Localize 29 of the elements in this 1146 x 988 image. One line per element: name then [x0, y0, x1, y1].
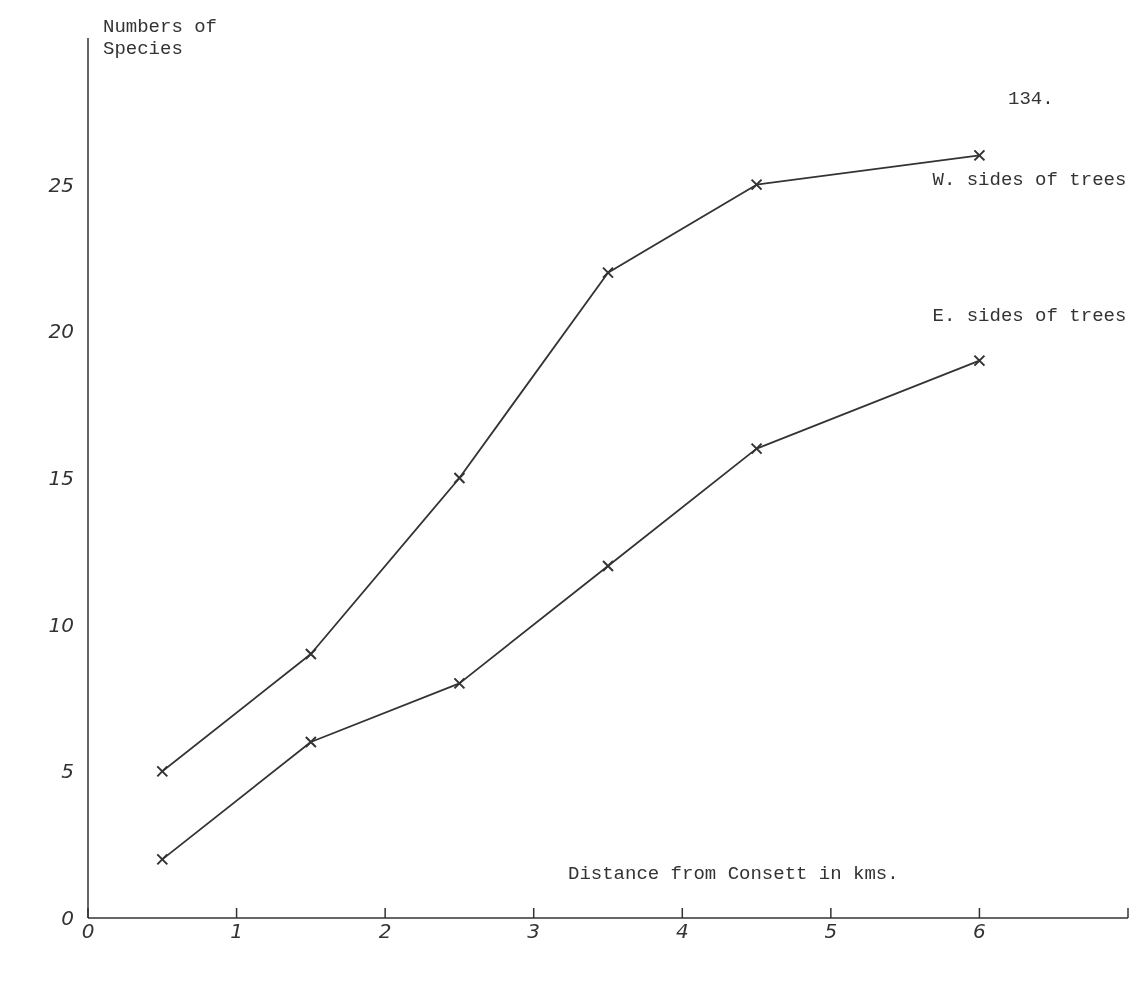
- point: [304, 736, 317, 748]
- y-tick-label: 10: [48, 612, 74, 637]
- point: [304, 648, 317, 660]
- x-tick-label: 2: [378, 919, 392, 944]
- point: [156, 765, 169, 778]
- annotation: 134.: [1008, 88, 1054, 110]
- y-axis-title: Numbers of Species: [103, 16, 219, 60]
- series-label: W. sides of trees: [932, 169, 1127, 192]
- x-tick-label: 1: [230, 919, 243, 944]
- point: [453, 472, 466, 484]
- y-tick-label: 15: [48, 466, 74, 491]
- point: [453, 677, 466, 690]
- y-tick-label: 5: [61, 759, 74, 784]
- x-axis-title: Distance from Consett in kms.: [568, 863, 899, 885]
- point: [750, 178, 763, 191]
- text: E. sides of trees: [932, 304, 1127, 327]
- x-tick-label: 5: [824, 919, 838, 944]
- point: [602, 560, 614, 572]
- x-tick-label: 6: [973, 919, 986, 944]
- x-tick-label: 4: [675, 919, 689, 944]
- point: [750, 442, 763, 455]
- point: [602, 266, 614, 279]
- x-tick-label: 0: [81, 919, 95, 944]
- point: [973, 354, 986, 367]
- x-tick-label: 3: [527, 919, 541, 944]
- y-tick-label: 20: [48, 319, 74, 344]
- y-tick-label: 25: [48, 172, 74, 197]
- point: [973, 149, 986, 162]
- point: [156, 853, 169, 866]
